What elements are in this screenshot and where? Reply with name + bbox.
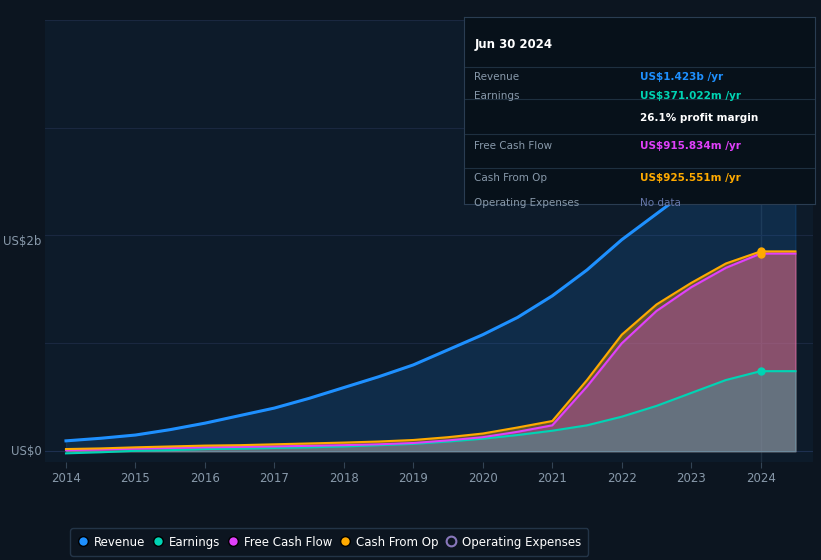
- Text: Revenue: Revenue: [475, 72, 520, 82]
- Text: Free Cash Flow: Free Cash Flow: [475, 141, 553, 151]
- Text: Jun 30 2024: Jun 30 2024: [475, 39, 553, 52]
- Legend: Revenue, Earnings, Free Cash Flow, Cash From Op, Operating Expenses: Revenue, Earnings, Free Cash Flow, Cash …: [70, 529, 588, 556]
- Text: US$1.423b /yr: US$1.423b /yr: [640, 72, 722, 82]
- Text: Cash From Op: Cash From Op: [475, 173, 548, 183]
- Text: 26.1% profit margin: 26.1% profit margin: [640, 113, 758, 123]
- Text: US$371.022m /yr: US$371.022m /yr: [640, 91, 741, 101]
- Text: Earnings: Earnings: [475, 91, 520, 101]
- Text: US$2b: US$2b: [3, 235, 41, 249]
- Text: US$915.834m /yr: US$915.834m /yr: [640, 141, 741, 151]
- Text: US$0: US$0: [11, 445, 41, 458]
- Text: US$925.551m /yr: US$925.551m /yr: [640, 173, 741, 183]
- Text: Operating Expenses: Operating Expenses: [475, 198, 580, 208]
- Text: No data: No data: [640, 198, 681, 208]
